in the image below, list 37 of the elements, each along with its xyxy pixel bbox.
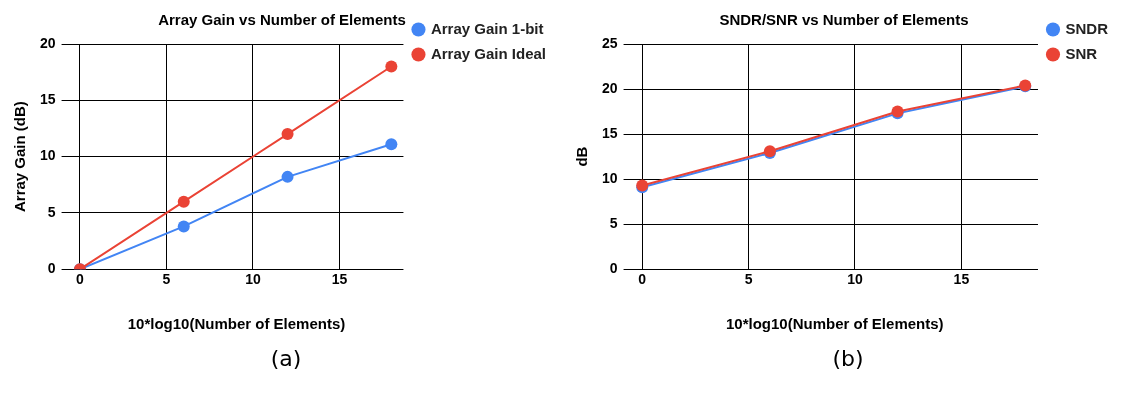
x-tick-label: 10	[245, 271, 261, 288]
x-axis-title: 10*log10(Number of Elements)	[726, 315, 944, 333]
x-tick-label: 0	[638, 271, 647, 288]
point	[281, 170, 294, 183]
x-tick-label: 10	[847, 271, 863, 288]
x-tick-label: 0	[76, 271, 85, 288]
y-tick-label: 10	[39, 147, 56, 164]
point	[385, 60, 398, 73]
y-tick-label: 15	[39, 91, 56, 108]
point	[281, 128, 294, 141]
chart-title: Array Gain vs Number of Elements	[158, 11, 406, 29]
chart-title: SNDR/SNR vs Number of Elements	[719, 11, 969, 29]
legend-label: Array Gain 1-bit	[430, 19, 544, 37]
y-tick-label: 15	[601, 124, 618, 141]
point	[385, 138, 398, 151]
point	[177, 195, 190, 208]
y-axis-title: Array Gain (dB)	[11, 101, 29, 213]
legend-label: Array Gain Ideal	[430, 44, 547, 62]
y-tick-label: 20	[39, 34, 56, 51]
y-tick-label: 5	[609, 215, 618, 232]
y-tick-label: 10	[601, 169, 618, 186]
legend-label: SNR	[1065, 44, 1098, 62]
x-tick-label: 5	[744, 271, 753, 288]
y-tick-label: 0	[47, 260, 56, 277]
y-tick-label: 20	[601, 79, 618, 96]
x-tick-label: 5	[162, 271, 171, 288]
text: (a)	[269, 346, 303, 371]
x-tick-label: 15	[331, 271, 348, 288]
text: (b)	[831, 346, 865, 371]
y-axis-title: dB	[573, 146, 591, 167]
point	[177, 220, 190, 233]
y-tick-label: 5	[47, 203, 56, 220]
x-axis-title: 10*log10(Number of Elements)	[127, 315, 346, 333]
y-tick-label: 25	[601, 34, 618, 51]
x-tick-label: 15	[953, 271, 970, 288]
legend-label: SNDR	[1065, 19, 1109, 37]
y-tick-label: 0	[609, 260, 618, 277]
